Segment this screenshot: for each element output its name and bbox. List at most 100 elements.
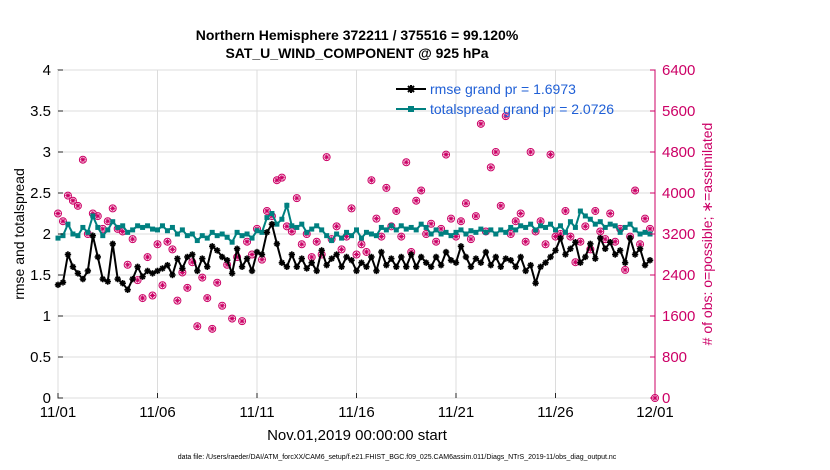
rmse-star-stroke	[119, 280, 126, 287]
totalspread-point	[473, 229, 479, 235]
totalspread-point	[299, 221, 305, 227]
rmse-star-stroke	[363, 263, 370, 270]
rmse-point	[199, 255, 206, 262]
rmse-star-stroke	[254, 249, 260, 255]
totalspread-point	[150, 226, 156, 232]
totalspread-point	[393, 227, 399, 233]
obs-star-stroke	[135, 277, 140, 283]
obs-possible-point	[466, 235, 475, 244]
y2-tick-label: 1600	[662, 308, 695, 325]
y-tick-label: 1	[43, 308, 51, 325]
obs-star-stroke	[75, 203, 81, 208]
rmse-star-stroke	[184, 254, 191, 260]
obs-possible-point	[357, 240, 366, 249]
chart-title: Northern Hemisphere 372211 / 375516 = 99…	[196, 27, 519, 43]
rmse-point	[268, 220, 276, 228]
rmse-point	[383, 261, 390, 269]
totalspread-point	[543, 224, 549, 230]
obs-star-stroke	[593, 208, 598, 214]
obs-star-stroke	[105, 219, 110, 224]
obs-assimilated-point	[100, 226, 106, 232]
obs-assimilated-point	[562, 208, 569, 214]
obs-assimilated-point	[602, 236, 608, 242]
obs-possible-point	[337, 245, 346, 254]
totalspread-point	[448, 233, 454, 239]
rmse-star-stroke	[293, 263, 300, 270]
obs-possible-point	[183, 283, 192, 292]
totalspread-point	[587, 216, 593, 222]
rmse-star-stroke	[323, 262, 330, 268]
obs-star-stroke	[369, 178, 374, 183]
obs-assimilated-point	[612, 239, 618, 245]
obs-star-stroke	[55, 211, 61, 216]
obs-star-stroke	[165, 239, 170, 244]
y-tick-label: 2	[43, 226, 51, 243]
rmse-point	[616, 247, 624, 254]
totalspread-point	[189, 231, 195, 237]
obs-star-stroke	[548, 152, 553, 157]
rmse-star-stroke	[343, 254, 350, 260]
totalspread-series	[55, 201, 653, 245]
obs-assimilated-point	[368, 177, 375, 183]
totalspread-point	[169, 224, 175, 230]
rmse-star-stroke	[542, 259, 549, 266]
totalspread-point	[234, 229, 240, 235]
totalspread-point	[443, 229, 449, 235]
rmse-point	[204, 263, 211, 270]
totalspread-point	[164, 228, 170, 234]
y2-tick-label: 3200	[662, 226, 695, 243]
rmse-point	[288, 251, 296, 258]
totalspread-point	[319, 227, 325, 233]
rmse-point	[398, 253, 405, 261]
obs-star-stroke	[215, 280, 220, 285]
rmse-point	[631, 251, 639, 258]
obs-star-stroke	[259, 257, 265, 262]
obs-possible-point	[591, 206, 600, 215]
rmse-star-stroke	[488, 262, 494, 268]
totalspread-point	[592, 221, 598, 227]
totalspread-point	[344, 229, 350, 235]
obs-star-stroke	[583, 224, 588, 229]
obs-possible-point	[427, 219, 436, 228]
obs-assimilated-point	[353, 251, 360, 258]
obs-assimilated-point	[65, 192, 71, 199]
obs-star-stroke	[598, 229, 603, 234]
rmse-star-stroke	[55, 282, 61, 288]
obs-star-stroke	[468, 236, 474, 242]
totalspread-point	[115, 224, 121, 230]
obs-star-stroke	[404, 160, 409, 165]
obs-star-stroke	[478, 121, 484, 126]
obs-possible-point	[198, 273, 207, 282]
x-tick-label: 11/16	[338, 404, 374, 421]
rmse-star-stroke	[114, 276, 121, 282]
obs-possible-point	[238, 317, 247, 326]
rmse-point	[358, 259, 365, 266]
obs-star-stroke	[294, 195, 299, 201]
totalspread-point	[309, 226, 315, 232]
rmse-point	[557, 234, 564, 242]
obs-possible-point	[606, 209, 615, 218]
rmse-point	[472, 255, 480, 262]
rmse-star-stroke	[378, 249, 385, 255]
rmse-point	[74, 270, 82, 277]
obs-star-stroke	[175, 298, 180, 303]
rmse-point	[542, 259, 549, 266]
totalspread-point	[478, 226, 484, 232]
totalspread-point	[383, 227, 389, 233]
rmse-point	[636, 245, 644, 252]
obs-possible-point	[297, 240, 306, 249]
obs-assimilated-point	[542, 241, 549, 247]
rmse-star-stroke	[164, 262, 171, 268]
totalspread-point	[523, 224, 529, 230]
obs-star-stroke	[578, 239, 583, 244]
obs-assimilated-point	[239, 318, 245, 324]
totalspread-point	[60, 233, 66, 239]
obs-assimilated-point	[214, 280, 220, 286]
rmse-point	[452, 259, 460, 266]
obs-possible-point	[128, 235, 137, 244]
obs-assimilated-point	[358, 241, 365, 247]
rmse-point	[134, 263, 141, 270]
obs-star-stroke	[458, 219, 464, 224]
obs-star-stroke	[239, 318, 245, 324]
totalspread-point	[378, 224, 384, 230]
